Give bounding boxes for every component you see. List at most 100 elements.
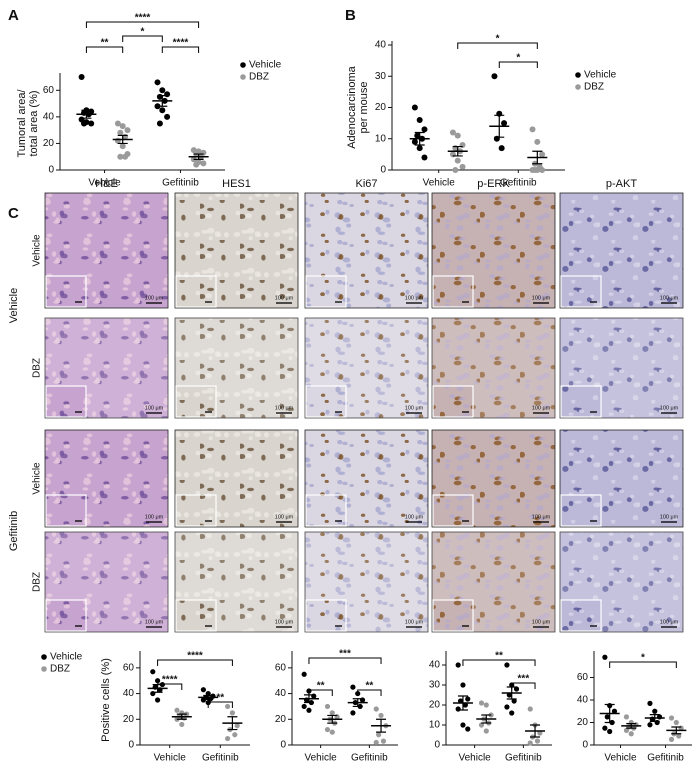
data-point	[232, 732, 238, 738]
data-point	[329, 729, 335, 735]
data-point	[380, 738, 387, 744]
y-tick-label: 40	[429, 660, 441, 671]
data-point	[205, 690, 211, 697]
significance-label: ****	[187, 651, 203, 662]
x-tick-label: Gefitinib	[351, 753, 388, 764]
significance-label: ****	[162, 675, 178, 686]
group-label: Gefitinib	[8, 511, 20, 551]
data-point	[652, 708, 658, 714]
data-point	[454, 157, 461, 164]
scale-label: 100 μm	[532, 619, 551, 625]
y-axis-title: total area (%)	[28, 90, 40, 156]
error-bar	[81, 109, 92, 119]
data-point	[378, 712, 384, 719]
data-point	[623, 727, 630, 733]
y-tick-label: 40	[577, 695, 589, 706]
error-bar	[626, 723, 637, 729]
y-tick-label: 20	[577, 717, 589, 728]
error-bar	[193, 153, 204, 160]
data-point	[350, 684, 356, 690]
data-point	[483, 702, 489, 708]
legend-marker	[575, 84, 581, 90]
y-tick-label: 20	[275, 714, 287, 725]
y-tick-label: 0	[48, 165, 54, 176]
data-point	[416, 117, 423, 123]
data-point	[411, 138, 418, 145]
legend-label: DBZ	[584, 82, 604, 93]
significance-bracket	[157, 683, 183, 690]
data-point	[602, 654, 608, 660]
data-point	[452, 167, 459, 173]
error-bar	[649, 714, 660, 722]
error-bar	[532, 150, 543, 165]
data-point	[676, 733, 682, 739]
data-point	[531, 167, 538, 173]
data-point	[511, 698, 517, 704]
significance-label: ****	[173, 38, 189, 49]
data-point	[156, 120, 163, 127]
data-point	[119, 143, 126, 150]
scale-label: 100 μm	[145, 405, 164, 411]
legend-label: Vehicle	[249, 60, 282, 71]
error-bar	[530, 724, 541, 738]
data-point	[498, 145, 505, 152]
row-label: DBZ	[32, 572, 43, 592]
x-tick-label: Vehicle	[423, 178, 456, 189]
data-point	[114, 120, 121, 127]
significance-bracket	[498, 61, 538, 68]
data-point	[449, 129, 456, 136]
data-point	[225, 735, 231, 742]
scale-label: 100 μm	[660, 405, 679, 411]
data-point	[179, 721, 185, 728]
data-point	[421, 154, 428, 161]
x-tick-label: Vehicle	[154, 753, 187, 764]
row-label: DBZ	[32, 358, 43, 378]
row-label: Vehicle	[32, 234, 43, 267]
significance-bracket	[462, 659, 536, 666]
data-point	[416, 145, 423, 152]
error-bar	[327, 714, 338, 724]
data-point	[411, 104, 418, 111]
legend-marker	[240, 62, 246, 68]
data-point	[225, 703, 231, 710]
y-tick-label: 40	[375, 40, 387, 51]
group-label: Vehicle	[8, 288, 20, 323]
data-point	[460, 722, 466, 728]
data-point	[150, 669, 156, 675]
significance-label: *	[141, 27, 145, 38]
data-point	[200, 160, 207, 167]
data-point	[454, 132, 461, 139]
data-point	[513, 686, 520, 692]
column-header: H&E	[95, 178, 118, 190]
x-tick-label: Gefitinib	[500, 178, 537, 189]
data-point	[459, 163, 466, 170]
data-point	[504, 704, 510, 710]
legend-label: Vehicle	[584, 70, 617, 81]
data-point	[539, 167, 546, 173]
x-tick-label: Gefitinib	[162, 178, 199, 189]
legend-marker	[575, 72, 581, 78]
data-point	[501, 120, 508, 127]
data-point	[164, 113, 171, 120]
x-tick-label: Vehicle	[304, 753, 337, 764]
data-point	[373, 739, 379, 746]
x-tick-label: Vehicle	[604, 753, 637, 764]
scale-label: 100 μm	[532, 514, 551, 520]
error-bar	[227, 716, 238, 731]
data-point	[607, 728, 613, 735]
y-tick-label: 30	[375, 71, 387, 82]
significance-label: *	[516, 53, 520, 64]
y-tick-label: 20	[43, 138, 55, 149]
data-point	[350, 710, 356, 716]
error-bar	[457, 695, 468, 711]
data-point	[306, 707, 312, 713]
data-point	[611, 708, 618, 714]
error-bar	[604, 703, 615, 724]
significance-label: **	[317, 681, 325, 692]
legend-label: DBZ	[50, 664, 70, 675]
error-bar	[203, 694, 214, 700]
column-header: Ki67	[355, 178, 377, 190]
data-point	[159, 107, 166, 114]
significance-bracket	[157, 659, 233, 666]
column-header: p-AKT	[606, 178, 637, 190]
